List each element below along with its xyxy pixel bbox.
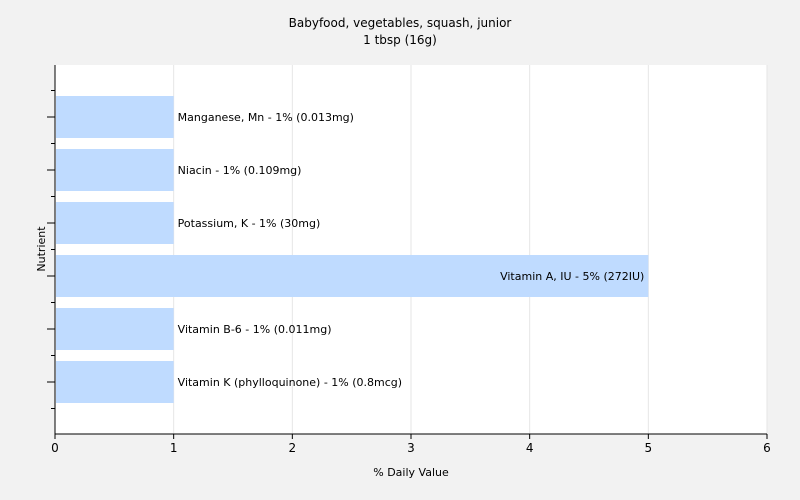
gridlines bbox=[173, 65, 768, 434]
x-tick-label: 3 bbox=[407, 441, 415, 455]
chart-subtitle: 1 tbsp (16g) bbox=[363, 33, 437, 47]
bar bbox=[56, 308, 174, 350]
bar bbox=[56, 202, 174, 244]
bar-data-label: Manganese, Mn - 1% (0.013mg) bbox=[178, 111, 354, 124]
bars-group bbox=[56, 96, 649, 403]
x-tick-label: 1 bbox=[170, 441, 178, 455]
y-ticks bbox=[47, 90, 55, 409]
x-tick-label: 0 bbox=[51, 441, 59, 455]
bar-data-label: Vitamin A, IU - 5% (272IU) bbox=[500, 270, 644, 283]
x-tick-label: 2 bbox=[289, 441, 297, 455]
x-tick-label: 5 bbox=[645, 441, 653, 455]
bar-data-label: Potassium, K - 1% (30mg) bbox=[178, 217, 321, 230]
x-tick-label: 6 bbox=[763, 441, 771, 455]
bar bbox=[56, 149, 174, 191]
y-axis-label: Nutrient bbox=[35, 226, 48, 272]
bar bbox=[56, 361, 174, 403]
chart-title: Babyfood, vegetables, squash, junior bbox=[289, 16, 512, 30]
x-axis-label: % Daily Value bbox=[373, 466, 449, 479]
bar bbox=[56, 96, 174, 138]
bar-data-label: Vitamin B-6 - 1% (0.011mg) bbox=[178, 323, 332, 336]
bar-labels-group: Manganese, Mn - 1% (0.013mg) Niacin - 1% … bbox=[178, 111, 645, 389]
bar bbox=[56, 255, 649, 297]
x-tick-label: 4 bbox=[526, 441, 534, 455]
x-ticks: 0 1 2 3 4 5 6 bbox=[51, 434, 771, 455]
bar-data-label: Niacin - 1% (0.109mg) bbox=[178, 164, 302, 177]
bar-data-label: Vitamin K (phylloquinone) - 1% (0.8mcg) bbox=[178, 376, 402, 389]
